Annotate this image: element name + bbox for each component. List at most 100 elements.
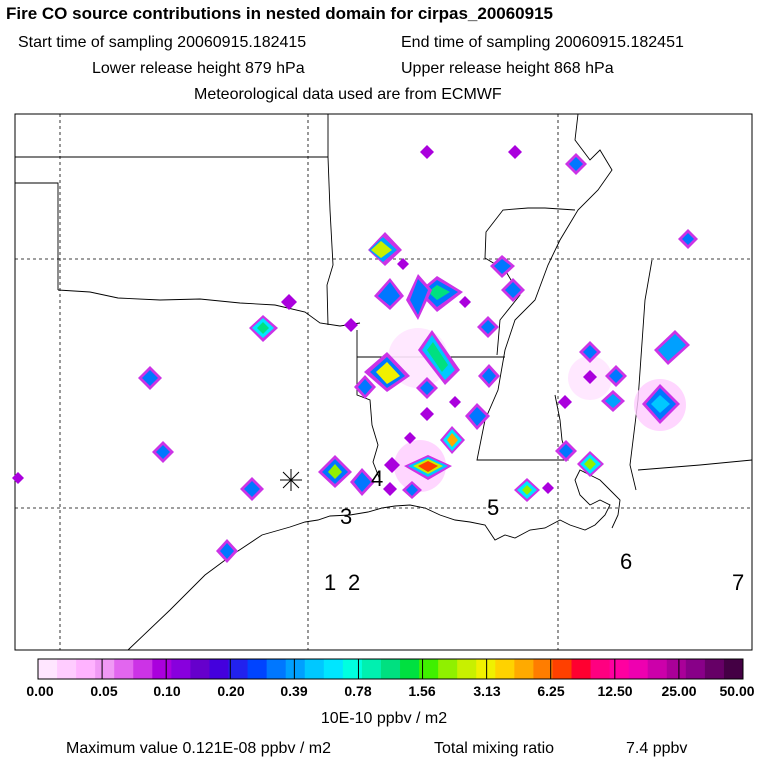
end-time-label: End time of sampling 20060915.182451 <box>401 34 684 51</box>
colorbar-segment <box>228 659 249 679</box>
border-line <box>637 459 753 471</box>
plume <box>449 396 461 408</box>
map-title: Fire CO source contributions in nested d… <box>6 4 553 23</box>
plume <box>609 369 623 383</box>
source-cluster <box>406 274 432 320</box>
colorbar-segment <box>190 659 210 679</box>
colorbar-tick-label: 0.20 <box>217 683 245 699</box>
colorbar-segment <box>285 659 306 679</box>
plume-layer <box>12 145 698 563</box>
colorbar-tick-label: 0.10 <box>153 683 181 699</box>
colorbar-segment <box>76 659 96 679</box>
site-label-4: 4 <box>371 466 383 491</box>
site-label-5: 5 <box>487 495 499 520</box>
plume <box>559 444 573 458</box>
start-time-label: Start time of sampling 20060915.182415 <box>18 34 307 51</box>
colorbar-tick-label: 25.00 <box>661 683 697 699</box>
plume <box>344 318 358 332</box>
colorbar-segment <box>342 659 363 679</box>
plume <box>651 395 670 413</box>
plume <box>505 282 521 298</box>
colorbar-segment <box>514 659 534 679</box>
plume <box>244 481 260 497</box>
release-asterisk-icon <box>280 469 302 491</box>
colorbar-tick-label: 3.13 <box>473 683 501 699</box>
plume <box>522 485 532 495</box>
plume <box>420 381 434 395</box>
border-line <box>326 114 334 326</box>
colorbar-segment <box>590 659 611 679</box>
plume <box>12 472 24 484</box>
plume <box>682 233 694 245</box>
colorbar-segment <box>533 659 553 679</box>
coastline <box>127 469 621 651</box>
maximum-value-label: Maximum value 0.121E-08 ppbv / m2 <box>66 740 332 757</box>
colorbar-segment <box>628 659 649 679</box>
colorbar-tick-label: 0.78 <box>344 683 372 699</box>
border-line <box>57 289 361 327</box>
colorbar-segment <box>209 659 230 679</box>
border-line <box>15 182 59 290</box>
plume <box>376 362 400 384</box>
plume <box>383 482 397 496</box>
plume <box>558 395 572 409</box>
colorbar-segment <box>247 659 268 679</box>
colorbar-segment <box>685 659 706 679</box>
colorbar-tick-label: 50.00 <box>719 683 755 699</box>
total-mixing-value: 7.4 ppbv <box>626 740 688 757</box>
plume <box>404 432 416 444</box>
site-label-7: 7 <box>732 570 744 595</box>
source-cluster <box>318 455 352 488</box>
colorbar-segment <box>380 659 401 679</box>
colorbar-segment <box>723 659 744 679</box>
plume <box>420 407 434 421</box>
source-cluster <box>418 330 460 385</box>
colorbar-segment <box>57 659 77 679</box>
plume <box>542 482 554 494</box>
colorbar-segment <box>571 659 592 679</box>
plume <box>428 285 450 300</box>
colorbar-segment <box>114 659 134 679</box>
source-cluster <box>368 232 402 266</box>
plume <box>397 258 409 270</box>
colorbar-segment <box>133 659 153 679</box>
plume <box>371 241 392 258</box>
colorbar-segment <box>609 659 630 679</box>
colorbar-segment <box>95 659 115 679</box>
source-cluster <box>654 330 690 365</box>
plume <box>410 279 428 315</box>
faint-sources <box>12 145 597 496</box>
site-label-6: 6 <box>620 549 632 574</box>
colorbar-tick-label: 12.50 <box>597 683 633 699</box>
source-cluster <box>249 315 278 342</box>
plume <box>469 407 486 426</box>
colorbar-segment <box>400 659 420 679</box>
plume <box>257 322 269 334</box>
source-cluster <box>364 352 410 392</box>
plume <box>384 457 400 473</box>
colorbar-tick-label: 0.39 <box>280 683 308 699</box>
colorbar-segment <box>552 659 573 679</box>
source-cluster <box>418 276 463 312</box>
total-mixing-label: Total mixing ratio <box>434 740 555 757</box>
colorbar-segment <box>419 659 439 679</box>
colorbar-segment <box>171 659 191 679</box>
colorbar-segment <box>304 659 325 679</box>
source-cluster <box>404 455 452 480</box>
colorbar-segment <box>666 659 687 679</box>
plume <box>658 334 686 361</box>
plume <box>281 294 297 310</box>
plume <box>481 320 495 334</box>
plume <box>605 394 621 408</box>
plume <box>447 433 458 447</box>
colorbar-segment <box>266 659 287 679</box>
plume <box>494 259 511 274</box>
source-cluster <box>374 278 404 310</box>
plume <box>482 368 496 384</box>
plume <box>427 342 448 372</box>
plume <box>358 379 372 395</box>
colorbar-segment <box>495 659 515 679</box>
lower-release-label: Lower release height 879 hPa <box>92 60 305 77</box>
colorbar-segment <box>38 659 58 679</box>
